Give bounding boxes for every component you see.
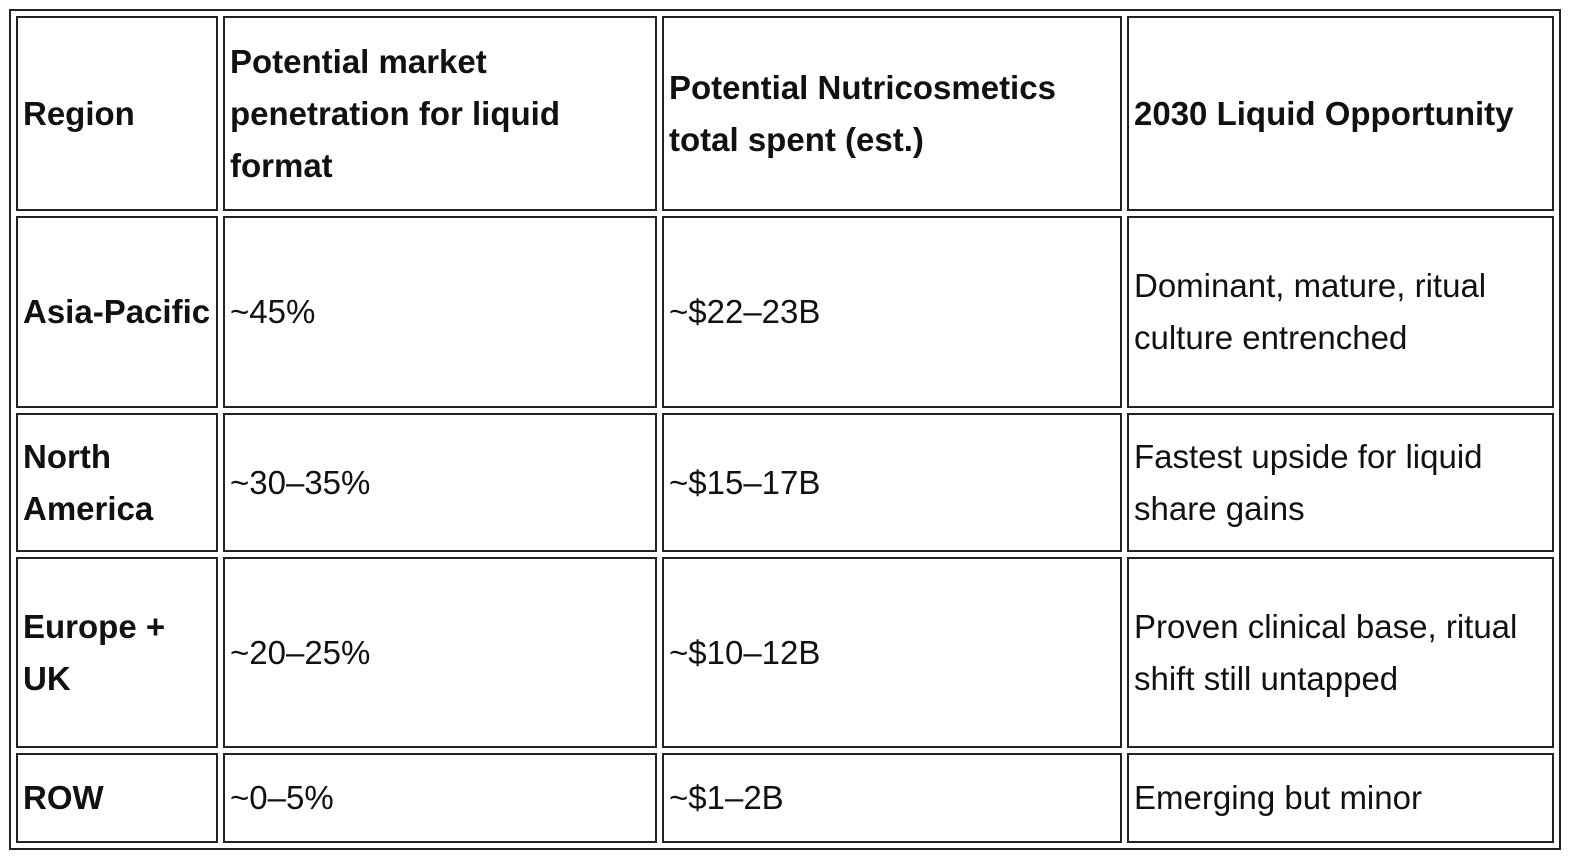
table-cell: ~0–5%: [223, 753, 657, 843]
table-cell: Emerging but minor: [1127, 753, 1554, 843]
header-cell: Potential Nutricosmetics total spent (es…: [662, 16, 1122, 211]
table-row: Europe + UK ~20–25% ~$10–12B Proven clinica…: [16, 557, 1554, 748]
row-label: Europe + UK: [16, 557, 218, 748]
table-row: ROW ~0–5% ~$1–2B Emerging but minor: [16, 753, 1554, 843]
table-cell: Fastest upside for liquid share gains: [1127, 413, 1554, 552]
table-row: North America ~30–35% ~$15–17B Fastest upsi…: [16, 413, 1554, 552]
table-cell: ~30–35%: [223, 413, 657, 552]
header-row: Region Potential market penetration for l…: [16, 16, 1554, 211]
table-wrapper: Region Potential market penetration for l…: [9, 9, 1561, 850]
table-cell: ~45%: [223, 216, 657, 408]
table-cell: ~$1–2B: [662, 753, 1122, 843]
header-cell: Potential market penetration for liquid …: [223, 16, 657, 211]
table-cell: ~$22–23B: [662, 216, 1122, 408]
table-cell: ~$10–12B: [662, 557, 1122, 748]
table-cell: ~20–25%: [223, 557, 657, 748]
row-label: ROW: [16, 753, 218, 843]
row-label: Asia-Pacific: [16, 216, 218, 408]
table: Region Potential market penetration for l…: [9, 9, 1561, 850]
header-cell: Region: [16, 16, 218, 211]
row-label: North America: [16, 413, 218, 552]
table-cell: ~$15–17B: [662, 413, 1122, 552]
header-cell: 2030 Liquid Opportunity: [1127, 16, 1554, 211]
table-row: Asia-Pacific ~45% ~$22–23B Dominant, mature…: [16, 216, 1554, 408]
table-cell: Proven clinical base, ritual shift still…: [1127, 557, 1554, 748]
table-cell: Dominant, mature, ritual culture entrenc…: [1127, 216, 1554, 408]
